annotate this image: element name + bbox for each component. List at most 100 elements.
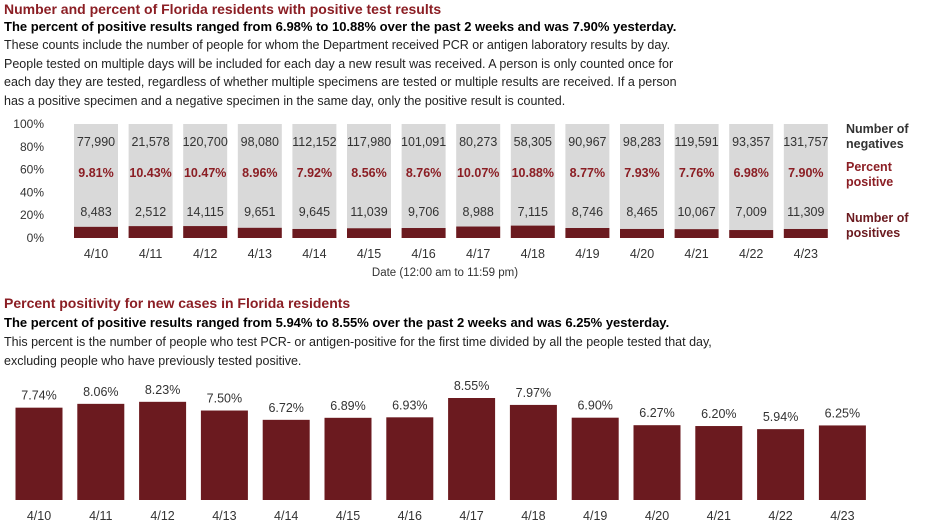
x-tick-label: 4/13 <box>248 247 272 261</box>
x-tick-label: 4/19 <box>583 509 607 523</box>
label-negatives: 131,757 <box>783 135 828 149</box>
label-percent: 10.47% <box>184 166 226 180</box>
label-percent: 8.76% <box>406 166 441 180</box>
y-tick-label: 60% <box>20 163 44 177</box>
label-positives: 10,067 <box>677 205 715 219</box>
x-tick-label: 4/10 <box>27 509 51 523</box>
label-negatives: 80,273 <box>459 135 497 149</box>
label-negatives: 98,080 <box>241 135 279 149</box>
bar-positives <box>674 229 719 238</box>
x-axis-label: Date (12:00 am to 11:59 pm) <box>372 267 518 279</box>
bar-positives <box>74 226 118 238</box>
label-percent: 8.56% <box>351 166 386 180</box>
y-tick-label: 80% <box>20 140 44 154</box>
chart: 0% 20% 40% 60% 80% 100% Date (12:00 am to 11:5… <box>13 117 828 279</box>
label-positives: 8,465 <box>626 205 657 219</box>
label-negatives: 98,283 <box>623 135 661 149</box>
label-negatives: 117,980 <box>347 135 391 149</box>
label-negatives: 120,700 <box>183 135 228 149</box>
x-tick-label: 4/22 <box>768 509 792 523</box>
x-tick-label: 4/14 <box>302 247 326 261</box>
bar-positives <box>237 227 282 238</box>
title: Percent positivity for new cases in Flor… <box>4 295 351 311</box>
value-label: 8.23% <box>145 383 180 397</box>
label-percent: 10.07% <box>457 166 499 180</box>
bar-negatives <box>620 124 664 229</box>
description: This percent is the number of people who… <box>4 333 712 370</box>
bar <box>200 410 248 500</box>
value-label: 6.93% <box>392 398 427 412</box>
x-tick-label: 4/18 <box>521 509 545 523</box>
label-positives: 9,651 <box>244 205 275 219</box>
description-line: each day they are tested, regardless of … <box>4 75 677 89</box>
bar-negatives <box>456 124 501 227</box>
bar-positives <box>729 230 774 238</box>
value-label: 7.74% <box>21 389 56 403</box>
label-percent: 7.76% <box>679 166 714 180</box>
legend-percent: Percent positive <box>846 160 894 189</box>
bar-positives <box>347 228 391 238</box>
x-tick-label: 4/21 <box>707 509 731 523</box>
bar-positives <box>620 228 664 238</box>
bar-negatives <box>401 124 446 229</box>
label-negatives: 21,578 <box>131 135 169 149</box>
value-label: 6.90% <box>577 399 612 413</box>
label-negatives: 77,990 <box>77 135 115 149</box>
x-tick-label: 4/17 <box>459 509 483 523</box>
x-tick-label: 4/12 <box>150 509 174 523</box>
label-positives: 11,309 <box>787 205 824 219</box>
description-line: excluding people who have previously tes… <box>4 353 302 368</box>
label-positives: 8,746 <box>572 205 603 219</box>
description-line: This percent is the number of people who… <box>4 335 712 349</box>
x-tick-label: 4/11 <box>89 509 112 523</box>
x-tick-label: 4/16 <box>411 247 435 261</box>
label-negatives: 93,357 <box>732 135 770 149</box>
bar <box>448 398 496 500</box>
y-tick-label: 40% <box>20 185 44 199</box>
value-label: 8.55% <box>454 379 489 393</box>
bar-negatives <box>183 124 228 227</box>
bar-negatives <box>783 124 828 229</box>
label-percent: 10.88% <box>512 166 554 180</box>
label-negatives: 58,305 <box>514 135 552 149</box>
label-negatives: 119,591 <box>674 135 718 149</box>
label-percent: 7.93% <box>624 166 659 180</box>
label-positives: 2,512 <box>135 205 166 219</box>
y-tick-label: 20% <box>20 208 44 222</box>
subtitle: The percent of positive results ranged f… <box>4 315 670 330</box>
bar <box>633 425 681 500</box>
value-label: 5.94% <box>763 410 798 424</box>
bar-positives <box>183 226 228 238</box>
y-tick-label: 0% <box>27 231 45 245</box>
value-label: 6.72% <box>268 401 303 415</box>
title: Number and percent of Florida residents … <box>4 1 442 17</box>
bar-negatives <box>128 124 173 227</box>
bar <box>324 417 372 500</box>
bar-positives <box>510 225 555 238</box>
bar <box>818 425 866 500</box>
label-negatives: 90,967 <box>568 135 606 149</box>
label-negatives: 112,152 <box>292 135 336 149</box>
value-label: 6.20% <box>701 407 736 421</box>
value-label: 6.27% <box>639 406 674 420</box>
label-percent: 6.98% <box>733 166 768 180</box>
bar <box>15 407 63 500</box>
bar <box>262 419 310 500</box>
x-tick-label: 4/12 <box>193 247 217 261</box>
label-positives: 9,706 <box>408 205 439 219</box>
bar <box>139 401 187 500</box>
bar-negatives <box>510 124 555 226</box>
description-line: These counts include the number of peopl… <box>4 38 671 52</box>
bar <box>695 426 743 500</box>
x-tick-label: 4/23 <box>830 509 854 523</box>
value-label: 6.89% <box>330 399 365 413</box>
label-percent: 8.77% <box>570 166 605 180</box>
value-label: 7.50% <box>207 392 242 406</box>
value-label: 6.25% <box>825 406 860 420</box>
value-label: 8.06% <box>83 385 118 399</box>
x-tick-label: 4/14 <box>274 509 298 523</box>
legend-positives: Number of positives <box>846 211 909 240</box>
subtitle: The percent of positive results ranged f… <box>4 19 677 34</box>
bar-negatives <box>74 124 118 227</box>
